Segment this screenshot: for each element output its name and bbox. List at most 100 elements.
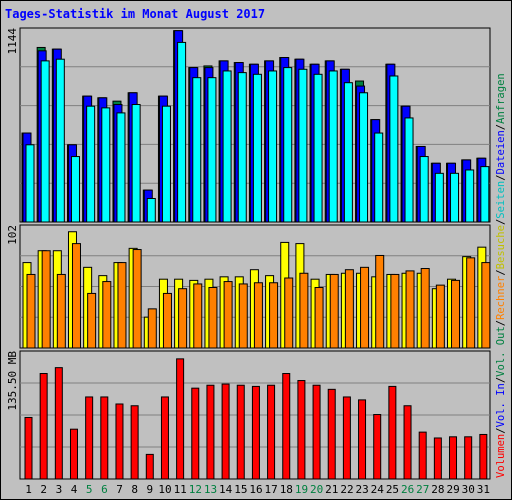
bar-sites-day-24: [375, 254, 385, 349]
bar-sites-day-9: [147, 308, 157, 349]
x-tick-label-day-8: 8: [131, 483, 138, 496]
x-tick-label-day-14: 14: [219, 483, 233, 496]
bar-sites-day-23: [360, 266, 370, 349]
bar-sites-day-12: [193, 283, 203, 349]
legend-seiten: Seiten: [495, 180, 507, 219]
legend-separator: /: [495, 269, 507, 276]
bar-pages-day-18: [283, 67, 293, 223]
legend-separator: /: [495, 319, 507, 327]
bar-volume-day-9: [145, 453, 154, 480]
bar-pages-day-13: [207, 77, 217, 223]
bar-pages-day-26: [404, 117, 414, 223]
bar-volume-day-22: [342, 396, 351, 480]
bar-volume-day-15: [236, 384, 245, 480]
bar-pages-day-1: [25, 144, 35, 223]
bar-sites-day-16: [253, 282, 263, 349]
x-tick-label-day-20: 20: [310, 483, 323, 496]
bar-pages-day-3: [55, 58, 65, 223]
bar-pages-day-16: [252, 73, 262, 223]
x-tick-label-day-19: 19: [295, 483, 308, 496]
bar-pages-day-5: [86, 105, 96, 223]
bar-volume-day-7: [115, 403, 124, 480]
bar-pages-day-27: [419, 156, 429, 223]
bar-volume-day-1: [24, 416, 33, 480]
x-tick-label-day-2: 2: [40, 483, 47, 496]
x-tick-label-day-12: 12: [189, 483, 202, 496]
x-tick-label-day-25: 25: [386, 483, 399, 496]
bar-sites-day-17: [269, 282, 279, 349]
bar-sites-day-29: [451, 279, 461, 349]
legend-volumen: Volumen: [495, 433, 507, 478]
bar-pages-day-7: [116, 112, 126, 223]
bar-volume-day-4: [69, 428, 78, 480]
legend-separator: /: [495, 123, 507, 131]
bar-volume-day-14: [221, 383, 230, 480]
bar-pages-day-11: [177, 41, 187, 223]
legend-vol-out: Vol. Out: [495, 326, 507, 377]
legend-rechner: Rechner: [495, 275, 507, 320]
bar-volume-day-30: [464, 436, 473, 480]
bar-pages-day-19: [298, 68, 308, 223]
bar-pages-day-23: [359, 92, 369, 223]
bar-pages-day-15: [237, 72, 247, 223]
bar-volume-day-18: [282, 373, 291, 480]
bar-sites-day-10: [162, 292, 172, 349]
bar-volume-day-8: [130, 405, 139, 480]
bar-sites-day-11: [178, 288, 188, 349]
bar-sites-day-21: [329, 273, 339, 349]
bar-pages-day-12: [192, 77, 202, 223]
x-tick-label-day-3: 3: [56, 483, 63, 496]
bar-sites-day-4: [71, 243, 81, 349]
bar-volume-day-26: [403, 405, 412, 480]
x-tick-label-day-10: 10: [158, 483, 171, 496]
legend-separator: /: [495, 376, 507, 384]
x-tick-label-day-29: 29: [446, 483, 459, 496]
x-tick-label-day-11: 11: [174, 483, 187, 496]
x-tick-label-day-21: 21: [325, 483, 338, 496]
x-tick-label-day-5: 5: [86, 483, 93, 496]
bar-sites-day-22: [344, 269, 354, 349]
bar-pages-day-21: [328, 70, 338, 223]
bar-volume-day-27: [418, 431, 427, 480]
bar-volume-day-28: [433, 437, 442, 480]
x-tick-label-day-22: 22: [340, 483, 353, 496]
bar-sites-day-25: [390, 273, 400, 349]
bar-pages-day-2: [40, 60, 50, 223]
bar-pages-day-4: [70, 156, 80, 223]
bar-sites-day-13: [208, 287, 218, 349]
x-tick-label-day-16: 16: [249, 483, 262, 496]
bar-pages-day-17: [268, 70, 278, 223]
x-tick-label-day-1: 1: [25, 483, 32, 496]
bar-sites-day-8: [132, 249, 142, 349]
x-tick-label-day-6: 6: [101, 483, 108, 496]
x-tick-label-day-24: 24: [371, 483, 385, 496]
bar-sites-day-30: [466, 257, 476, 349]
x-tick-label-day-17: 17: [265, 483, 278, 496]
bar-volume-day-17: [267, 384, 276, 480]
hits-axis-max-label: 1144: [6, 28, 19, 55]
bar-volume-day-25: [388, 385, 397, 480]
legend-separator: /: [495, 218, 507, 226]
bar-volume-day-11: [176, 358, 185, 480]
bar-volume-day-6: [100, 396, 109, 480]
bar-sites-day-7: [117, 262, 127, 349]
legend-separator: /: [495, 427, 507, 434]
bar-sites-day-26: [405, 270, 415, 349]
legend-vol-in: Vol. In: [495, 383, 507, 428]
bar-pages-day-25: [389, 75, 399, 223]
bar-volume-day-24: [373, 414, 382, 480]
x-tick-label-day-28: 28: [431, 483, 444, 496]
bar-pages-day-22: [343, 82, 353, 223]
x-tick-label-day-31: 31: [477, 483, 490, 496]
x-tick-label-day-9: 9: [147, 483, 154, 496]
x-tick-label-day-26: 26: [401, 483, 414, 496]
bar-volume-day-23: [358, 399, 367, 480]
bar-pages-day-31: [480, 166, 490, 223]
bar-pages-day-6: [101, 107, 111, 223]
x-tick-label-day-30: 30: [462, 483, 475, 496]
bar-volume-day-20: [312, 384, 321, 480]
bar-pages-day-29: [450, 172, 460, 223]
legend-vertical: Volumen/Vol. In/Vol. Out/Rechner/Besuche…: [495, 73, 507, 478]
bar-volume-day-2: [39, 373, 48, 480]
